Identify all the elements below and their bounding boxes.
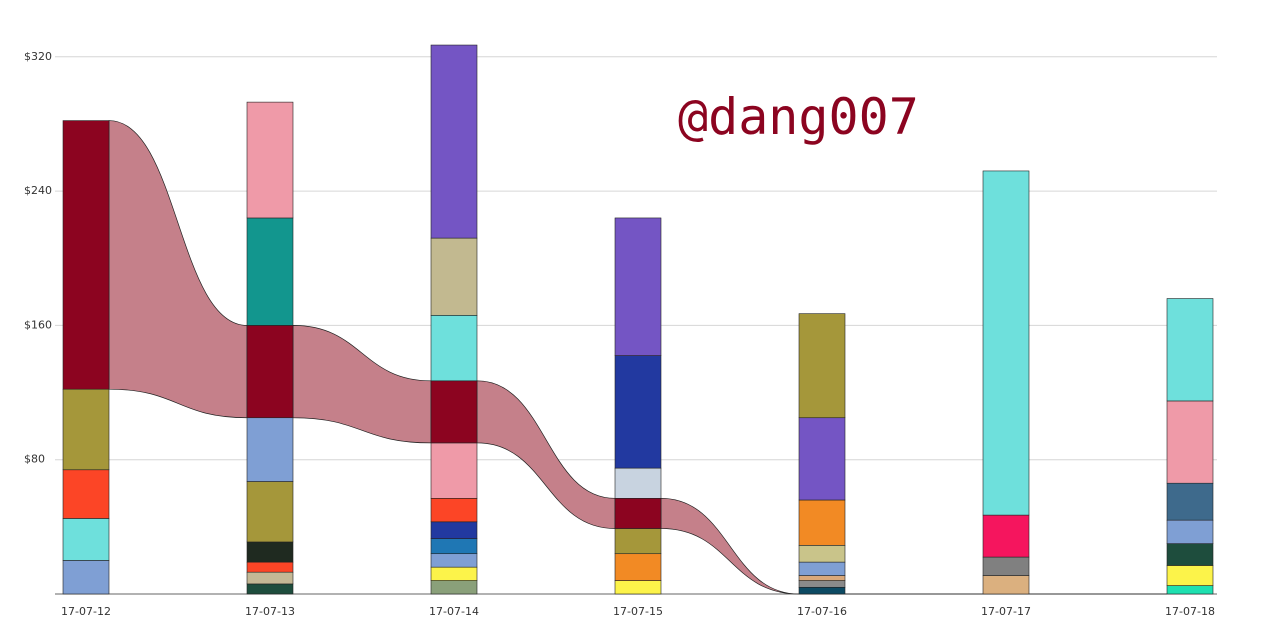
bar-segment bbox=[430, 538, 478, 555]
x-tick-label: 17-07-16 bbox=[797, 605, 847, 618]
bar-segment bbox=[430, 237, 478, 316]
bar-segment bbox=[982, 170, 1030, 516]
bar-segment bbox=[246, 561, 294, 573]
y-tick-label: $240 bbox=[24, 184, 52, 197]
x-tick-label: 17-07-17 bbox=[981, 605, 1031, 618]
bar-segment bbox=[430, 380, 478, 444]
bar-segment bbox=[430, 44, 478, 239]
flow-band bbox=[108, 120, 248, 419]
bar-segment bbox=[1166, 400, 1214, 484]
x-tick-label: 17-07-18 bbox=[1165, 605, 1215, 618]
bar-segment bbox=[62, 518, 110, 561]
bar-segment bbox=[1166, 543, 1214, 566]
bar-segment bbox=[798, 575, 846, 581]
flow-band bbox=[476, 380, 616, 529]
bar-segment bbox=[798, 499, 846, 546]
bar-segment bbox=[246, 417, 294, 482]
bar-segment bbox=[798, 586, 846, 595]
x-tick-label: 17-07-12 bbox=[61, 605, 111, 618]
flow-band bbox=[292, 325, 432, 444]
bar-segment bbox=[614, 580, 662, 595]
bar-segment bbox=[430, 566, 478, 581]
y-tick-label: $320 bbox=[24, 50, 52, 63]
flow-band bbox=[660, 497, 800, 595]
bar-segment bbox=[430, 580, 478, 595]
bar-segment bbox=[62, 469, 110, 519]
bar-segment bbox=[798, 545, 846, 563]
bar-segment bbox=[614, 528, 662, 555]
x-tick-label: 17-07-14 bbox=[429, 605, 479, 618]
bar-segment bbox=[62, 120, 110, 390]
bar-segment bbox=[798, 313, 846, 419]
bar-segment bbox=[430, 442, 478, 499]
x-tick-label: 17-07-13 bbox=[245, 605, 295, 618]
bar-segment bbox=[246, 325, 294, 419]
bar-segment bbox=[614, 498, 662, 529]
bar-segment bbox=[62, 560, 110, 595]
bar-segment bbox=[798, 561, 846, 576]
bar-segment bbox=[798, 580, 846, 588]
bar-segment bbox=[1166, 298, 1214, 402]
bar-segment bbox=[614, 467, 662, 499]
y-tick-label: $80 bbox=[24, 453, 45, 466]
bar-segment bbox=[62, 388, 110, 471]
bar-segment bbox=[246, 481, 294, 543]
bar-segment bbox=[246, 541, 294, 563]
bar-segment bbox=[1166, 585, 1214, 595]
bar-segment bbox=[798, 417, 846, 501]
bar-segment bbox=[1166, 565, 1214, 586]
bar-segment bbox=[1166, 482, 1214, 521]
bar-segment bbox=[430, 315, 478, 382]
bar-segment bbox=[614, 355, 662, 469]
bar-segment bbox=[246, 571, 294, 585]
bar-segment bbox=[614, 217, 662, 356]
bar-segment bbox=[246, 583, 294, 595]
x-tick-label: 17-07-15 bbox=[613, 605, 663, 618]
bar-segment bbox=[982, 556, 1030, 576]
bar-segment bbox=[246, 101, 294, 219]
watermark: @dang007 bbox=[678, 88, 919, 146]
bar-segment bbox=[1166, 519, 1214, 544]
bar-segment bbox=[430, 498, 478, 523]
bar-segment bbox=[982, 514, 1030, 558]
bar-segment bbox=[430, 553, 478, 568]
y-tick-label: $160 bbox=[24, 318, 52, 331]
bar-segment bbox=[614, 553, 662, 581]
bar-segment bbox=[246, 217, 294, 326]
bar-segment bbox=[430, 521, 478, 539]
bar-segment bbox=[982, 575, 1030, 595]
